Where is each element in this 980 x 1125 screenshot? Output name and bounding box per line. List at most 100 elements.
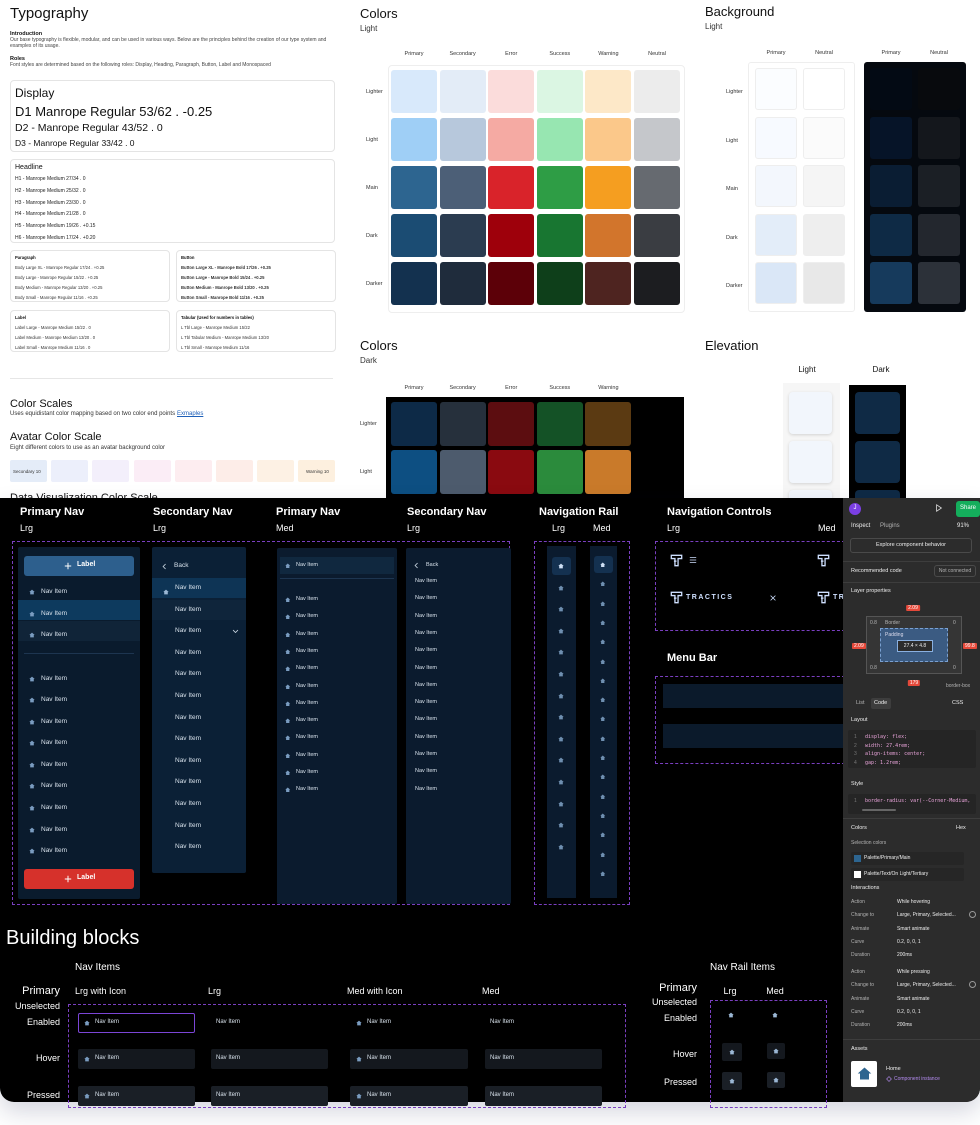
nav-item[interactable]: Nav Item (490, 1019, 515, 1025)
nav-item[interactable]: Nav Item (415, 733, 438, 740)
nav-item[interactable]: Nav Item (415, 629, 438, 636)
nav-item[interactable]: Nav Item (41, 610, 68, 617)
nav-item[interactable]: Nav Item (175, 713, 202, 721)
zoom[interactable]: 91% (957, 523, 970, 529)
tab[interactable]: Inspect (851, 523, 871, 529)
button-label[interactable]: Share (959, 505, 977, 511)
nav-item[interactable]: Nav Item (41, 826, 68, 833)
nav-item[interactable]: Nav Item (175, 627, 202, 635)
nav-item[interactable]: Nav Item (296, 562, 319, 568)
nav-item[interactable]: Nav Item (415, 716, 438, 723)
button-label: Label (77, 874, 96, 881)
nav-item[interactable]: Nav Item (296, 682, 319, 689)
button[interactable] (850, 538, 972, 553)
nav-item[interactable]: Nav Item (41, 675, 68, 682)
nav-item[interactable]: Nav Item (95, 1019, 120, 1025)
dropdown[interactable]: Hex (956, 825, 966, 831)
nav-item[interactable]: Nav Item (415, 768, 438, 775)
nav-item[interactable]: Nav Item (41, 739, 68, 746)
color-swatch (488, 166, 535, 209)
section-title: Navigation Controls (667, 506, 772, 518)
nav-item[interactable]: Nav Item (296, 769, 319, 775)
nav-item[interactable]: Nav Item (367, 1055, 392, 1061)
nav-item[interactable]: Nav Item (175, 778, 202, 786)
nav-item[interactable]: Nav Item (296, 596, 319, 602)
nav-item[interactable]: Nav Item (175, 821, 202, 829)
nav-item[interactable]: Nav Item (216, 1092, 241, 1098)
nav-item[interactable]: Nav Item (95, 1055, 120, 1061)
home-icon (29, 719, 35, 725)
section-title: Secondary Nav (153, 506, 233, 518)
nav-item[interactable]: Nav Item (415, 595, 438, 602)
nav-item[interactable]: Nav Item (415, 751, 438, 757)
margin-value: 179 (907, 680, 921, 686)
button-label[interactable]: Explore component behavior (875, 542, 947, 548)
nav-item[interactable]: Nav Item (41, 847, 68, 854)
nav-item[interactable]: Nav Item (415, 681, 438, 688)
nav-item[interactable]: Nav Item (296, 751, 319, 758)
nav-item[interactable]: Nav Item (41, 718, 68, 725)
nav-item[interactable]: Nav Item (415, 578, 438, 584)
button[interactable] (934, 565, 976, 577)
plus-icon (64, 562, 72, 570)
nav-item[interactable]: Nav Item (296, 613, 319, 620)
nav-item[interactable]: Nav Item (296, 786, 319, 793)
nav-item[interactable]: Nav Item (415, 699, 438, 706)
back-link[interactable]: Back (174, 562, 189, 569)
nav-item[interactable]: Nav Item (175, 584, 202, 591)
home-icon (600, 678, 606, 683)
size-label: Med (593, 523, 611, 533)
dropdown[interactable]: CSS (952, 700, 964, 706)
nav-item[interactable]: Nav Item (490, 1092, 515, 1098)
home-icon (558, 585, 564, 590)
nav-item[interactable]: Nav Item (296, 734, 319, 741)
type-sample: Label Large - Manrope Medium 15/22 . 0 (15, 325, 91, 330)
nav-item[interactable]: Nav Item (175, 735, 202, 743)
nav-item[interactable]: Nav Item (415, 785, 438, 792)
share-button[interactable] (956, 501, 980, 517)
nav-item[interactable]: Nav Item (367, 1092, 392, 1098)
back-link[interactable]: Back (426, 562, 439, 568)
nav-item[interactable]: Nav Item (415, 664, 438, 671)
tab[interactable]: Plugins (880, 523, 900, 529)
tab[interactable]: Code (874, 700, 888, 706)
nav-item[interactable]: Nav Item (296, 647, 319, 654)
nav-item[interactable]: Nav Item (296, 630, 319, 637)
button-label[interactable]: Not connected (938, 568, 972, 574)
property-label: Change to (851, 912, 875, 919)
nav-item[interactable]: Nav Item (175, 800, 202, 807)
code-line: border-radius: var(--Corner-Medium, (865, 798, 971, 804)
nav-item[interactable]: Nav Item (216, 1019, 241, 1025)
text: Roles (10, 56, 25, 62)
nav-item[interactable]: Nav Item (415, 612, 438, 619)
nav-item[interactable]: Nav Item (296, 665, 319, 672)
home-icon (29, 827, 35, 833)
nav-item[interactable]: Nav Item (41, 782, 68, 789)
nav-item[interactable]: Nav Item (175, 605, 202, 613)
nav-item[interactable]: Nav Item (415, 647, 438, 654)
home-icon (772, 1012, 778, 1018)
nav-item[interactable]: Nav Item (175, 670, 202, 678)
nav-item[interactable]: Nav Item (175, 843, 202, 851)
button[interactable] (24, 556, 134, 576)
nav-item[interactable]: Nav Item (41, 804, 68, 811)
section-title: Building blocks (6, 927, 140, 949)
nav-item[interactable]: Nav Item (41, 696, 68, 703)
nav-item[interactable]: Nav Item (95, 1092, 120, 1098)
tab[interactable]: List (856, 700, 865, 706)
nav-item[interactable]: Nav Item (296, 717, 319, 724)
nav-item[interactable]: Nav Item (41, 761, 68, 768)
link[interactable]: Exmaples (177, 411, 204, 417)
nav-item[interactable]: Nav Item (41, 588, 68, 595)
nav-item[interactable]: Nav Item (490, 1055, 515, 1061)
nav-item[interactable]: Nav Item (175, 648, 202, 656)
nav-item[interactable]: Nav Item (175, 756, 202, 764)
nav-item[interactable]: Nav Item (41, 631, 68, 638)
nav-item[interactable]: Nav Item (367, 1019, 392, 1025)
nav-item[interactable]: Nav Item (296, 699, 319, 706)
nav-item[interactable]: Nav Item (216, 1055, 241, 1061)
button[interactable] (24, 869, 134, 889)
box-label: Border (885, 620, 901, 626)
home-icon (285, 632, 291, 637)
nav-item[interactable]: Nav Item (175, 692, 202, 699)
